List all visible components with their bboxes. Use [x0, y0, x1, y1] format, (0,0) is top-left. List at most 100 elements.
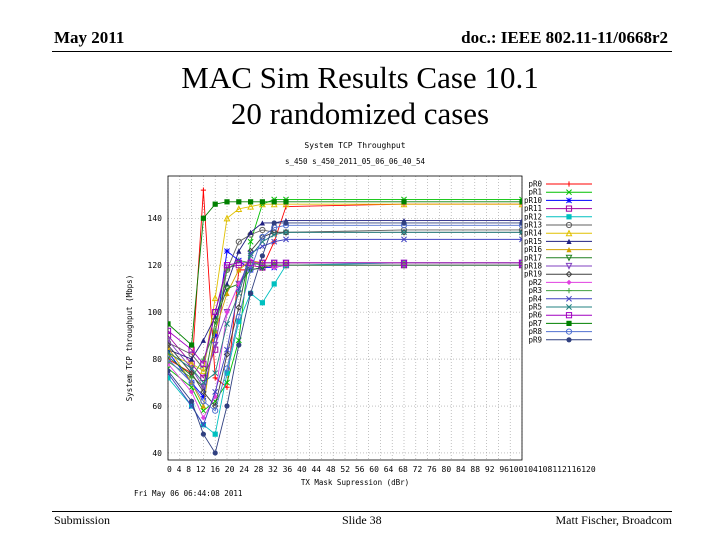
legend-label: pR15 [524, 237, 542, 246]
series-marker [224, 290, 230, 296]
series-marker [235, 290, 242, 297]
series-marker [168, 341, 172, 349]
series-marker [223, 285, 231, 293]
series-marker [188, 403, 195, 409]
series-marker [282, 259, 290, 266]
series-marker [271, 281, 277, 287]
legend-label: pR2 [528, 278, 542, 287]
series-marker [259, 253, 265, 259]
footer-slide-number: Slide 38 [342, 513, 382, 527]
plot-frame [167, 175, 523, 461]
legend-label: pR17 [524, 253, 542, 262]
title-line-2: 20 randomized cases [230, 96, 490, 131]
series-marker [566, 304, 572, 310]
series-marker [212, 450, 218, 456]
series-line [168, 201, 522, 346]
legend-label: pR18 [524, 262, 543, 271]
series-line [168, 238, 522, 426]
legend-label: pR3 [528, 286, 542, 295]
series-marker [566, 238, 572, 244]
series-marker [224, 281, 230, 287]
series-marker [236, 342, 242, 348]
series-marker [565, 270, 573, 278]
series-marker [271, 238, 278, 245]
y-tick-label: 40 [152, 449, 162, 458]
series-marker [224, 370, 230, 376]
legend-label: pR19 [524, 270, 542, 279]
series-marker [401, 220, 407, 226]
series-marker [566, 288, 572, 294]
chart-background [120, 138, 600, 503]
series-marker [565, 205, 573, 212]
series-lines [168, 187, 522, 456]
series-pr7 [168, 199, 522, 348]
series-marker [188, 379, 195, 386]
series-marker [224, 248, 230, 255]
series-marker [211, 294, 219, 302]
series-marker [212, 394, 218, 400]
series-marker [224, 346, 230, 353]
series-marker [168, 327, 172, 335]
series-pr4 [168, 236, 522, 428]
series-marker [271, 199, 277, 205]
series-marker [200, 215, 206, 221]
series-marker [212, 388, 219, 395]
series-marker [168, 321, 171, 327]
series-marker [200, 379, 207, 386]
x-axis-label: TX Mask Supression (dBr) [301, 478, 409, 487]
series-line [168, 222, 522, 455]
series-marker [259, 226, 266, 234]
series-marker [212, 328, 218, 334]
series-marker [247, 266, 254, 273]
legend-label: pR4 [528, 294, 542, 303]
series-marker [200, 403, 206, 409]
series-pr9 [168, 220, 522, 456]
series-marker [200, 421, 207, 428]
series-layer [168, 187, 522, 456]
series-marker [223, 262, 231, 269]
series-marker [259, 243, 266, 250]
series-marker [400, 229, 408, 236]
series-marker [212, 431, 218, 437]
series-marker [200, 407, 207, 414]
series-marker [282, 229, 290, 236]
legend-label: pR12 [524, 212, 542, 221]
series-line [168, 220, 522, 360]
series-marker [566, 320, 572, 326]
y-tick-label: 100 [148, 308, 163, 317]
series-marker [224, 309, 230, 315]
y-tick-label: 60 [152, 402, 162, 411]
series-marker [519, 220, 522, 226]
legend-label: pR0 [528, 180, 542, 189]
series-marker [168, 337, 172, 345]
series-line [168, 203, 522, 372]
series-marker [200, 398, 207, 405]
series-marker [519, 199, 522, 205]
series-marker [212, 332, 219, 339]
series-marker [271, 231, 278, 238]
series-marker [223, 214, 231, 222]
series-marker [236, 318, 242, 325]
series-marker [566, 189, 572, 196]
series-line [168, 199, 522, 412]
y-tick-label: 120 [148, 261, 163, 270]
series-marker [283, 229, 289, 236]
series-marker [223, 351, 231, 358]
series-marker [188, 365, 195, 372]
series-line [168, 224, 522, 412]
legend-label: pR11 [524, 204, 542, 213]
y-tick-label: 80 [152, 355, 162, 364]
header-doc-id: doc.: IEEE 802.11-11/0668r2 [461, 28, 668, 47]
legend: pR0pR1pR10pR11pR12pR13pR14pR15pR16pR17pR… [524, 180, 592, 344]
series-marker [200, 388, 207, 396]
series-marker [200, 415, 206, 421]
series-marker [212, 407, 219, 414]
series-marker [271, 220, 277, 226]
series-marker [518, 259, 522, 266]
series-marker [235, 205, 243, 212]
series-marker [188, 360, 196, 367]
series-marker [211, 341, 219, 349]
series-marker [247, 202, 255, 210]
series-marker [283, 236, 289, 243]
series-marker [224, 199, 230, 205]
